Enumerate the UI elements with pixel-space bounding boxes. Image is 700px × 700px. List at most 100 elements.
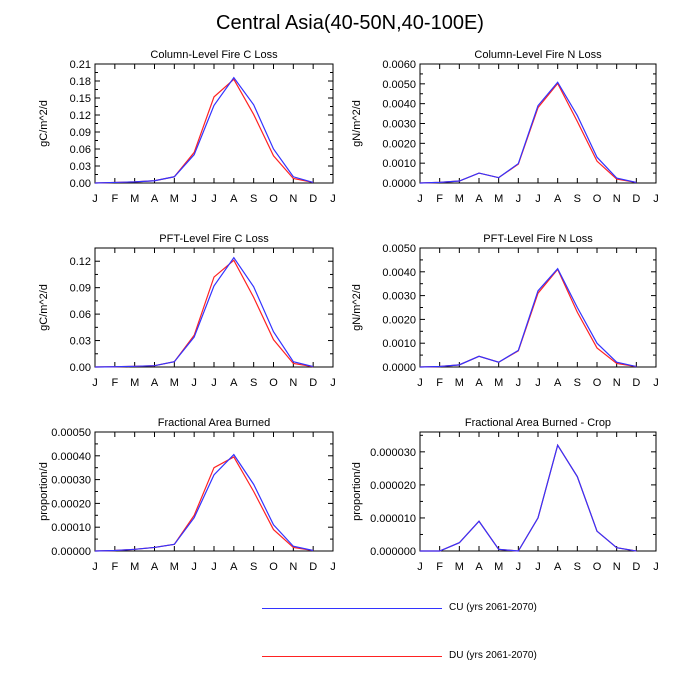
x-tick-label: O [593, 193, 602, 205]
x-tick-label: S [250, 561, 257, 573]
series-line-cu [419, 267, 637, 368]
y-tick-label: 0.0000 [382, 178, 416, 190]
y-tick-label: 0.000000 [370, 546, 416, 558]
x-tick-label: S [250, 377, 257, 389]
x-tick-label: J [516, 561, 522, 573]
x-tick-label: A [151, 193, 159, 205]
plot-frame [419, 431, 657, 552]
x-tick-label: O [269, 561, 278, 573]
y-axis-label: gC/m^2/d [38, 284, 50, 331]
x-tick-label: O [269, 377, 278, 389]
x-tick-label: S [574, 377, 581, 389]
series-line-cu [94, 453, 314, 552]
x-tick-label: J [516, 193, 522, 205]
x-tick-label: J [92, 193, 98, 205]
x-tick-label: J [535, 193, 541, 205]
y-tick-label: 0.09 [70, 127, 91, 139]
y-tick-label: 0.00 [70, 178, 91, 190]
series-line-cu [94, 76, 314, 184]
y-tick-label: 0.0010 [382, 158, 416, 170]
x-tick-label: D [632, 193, 640, 205]
x-tick-label: J [535, 561, 541, 573]
x-tick-label: J [653, 193, 659, 205]
panel-title: Column-Level Fire N Loss [474, 49, 602, 61]
y-axis-label: gN/m^2/d [351, 284, 363, 331]
y-tick-label: 0.06 [70, 309, 91, 321]
x-tick-label: M [494, 377, 503, 389]
x-tick-label: M [494, 561, 503, 573]
x-tick-label: J [191, 377, 197, 389]
series-line-du [94, 259, 314, 368]
y-tick-label: 0.0050 [382, 243, 416, 255]
x-tick-label: O [269, 193, 278, 205]
y-tick-label: 0.0050 [382, 79, 416, 91]
x-tick-label: J [330, 377, 336, 389]
x-tick-label: A [230, 561, 238, 573]
y-tick-label: 0.06 [70, 144, 91, 156]
x-tick-label: A [554, 193, 562, 205]
x-tick-label: A [151, 377, 159, 389]
x-tick-label: N [613, 193, 621, 205]
y-tick-label: 0.00010 [51, 522, 91, 534]
y-tick-label: 0.0010 [382, 338, 416, 350]
x-tick-label: D [309, 561, 317, 573]
x-tick-label: A [475, 561, 483, 573]
plot-frame [94, 247, 334, 368]
legend-line-cu [262, 608, 442, 609]
y-tick-label: 0.000010 [370, 513, 416, 525]
x-tick-label: F [111, 377, 118, 389]
x-tick-label: N [613, 561, 621, 573]
x-tick-label: A [554, 561, 562, 573]
y-axis-label: proportion/d [351, 462, 363, 521]
x-tick-label: M [170, 193, 179, 205]
x-tick-label: D [309, 193, 317, 205]
x-tick-label: M [455, 377, 464, 389]
legend-label-du: DU (yrs 2061-2070) [449, 650, 537, 661]
x-tick-label: M [170, 377, 179, 389]
x-tick-label: J [330, 193, 336, 205]
y-tick-label: 0.0030 [382, 291, 416, 303]
panel-title: PFT-Level Fire C Loss [159, 233, 269, 245]
x-tick-label: J [211, 377, 217, 389]
y-tick-label: 0.0040 [382, 99, 416, 111]
x-tick-label: F [436, 193, 443, 205]
x-tick-label: D [309, 377, 317, 389]
y-tick-label: 0.00000 [51, 546, 91, 558]
panel-title: Column-Level Fire C Loss [150, 49, 278, 61]
y-tick-label: 0.00030 [51, 475, 91, 487]
page-title: Central Asia(40-50N,40-100E) [216, 12, 484, 34]
x-tick-label: O [593, 561, 602, 573]
y-tick-label: 0.00040 [51, 451, 91, 463]
y-tick-label: 0.00 [70, 362, 91, 374]
y-tick-label: 0.0020 [382, 314, 416, 326]
x-tick-label: A [230, 193, 238, 205]
x-tick-label: J [92, 377, 98, 389]
x-tick-label: J [653, 377, 659, 389]
y-tick-label: 0.00050 [51, 427, 91, 439]
x-tick-label: N [289, 193, 297, 205]
x-tick-label: M [455, 193, 464, 205]
series-line-du [419, 268, 637, 368]
plot-frame [94, 63, 334, 184]
y-axis-label: gN/m^2/d [351, 100, 363, 147]
x-tick-label: M [455, 561, 464, 573]
series-line-du [94, 456, 314, 552]
plot-frame [419, 63, 657, 184]
x-tick-label: F [111, 561, 118, 573]
x-tick-label: S [574, 193, 581, 205]
plot-frame [94, 431, 334, 552]
legend-line-du [262, 656, 442, 657]
y-axis-label: gC/m^2/d [38, 100, 50, 147]
x-tick-label: N [289, 377, 297, 389]
series-line-cu [420, 443, 637, 552]
x-tick-label: D [632, 377, 640, 389]
y-tick-label: 0.03 [70, 161, 91, 173]
x-tick-label: J [417, 377, 423, 389]
x-tick-label: J [653, 561, 659, 573]
x-tick-label: F [436, 561, 443, 573]
x-tick-label: F [436, 377, 443, 389]
x-tick-label: F [111, 193, 118, 205]
y-tick-label: 0.03 [70, 336, 91, 348]
x-tick-label: J [535, 377, 541, 389]
x-tick-label: M [494, 193, 503, 205]
